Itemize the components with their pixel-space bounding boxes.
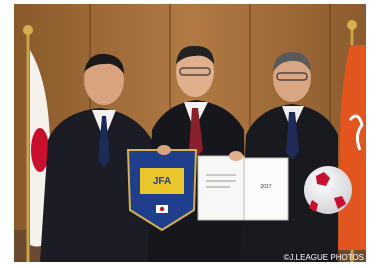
flagpole-finial — [23, 25, 33, 35]
certificate-year: 2017 — [260, 184, 271, 190]
flagpole-finial — [347, 20, 357, 30]
hand — [229, 151, 243, 161]
pennant-text: JFA — [153, 176, 171, 187]
flag-sun — [31, 128, 49, 172]
pennant-flag-sun — [160, 207, 164, 211]
hand — [157, 145, 171, 155]
certificate-left — [198, 156, 244, 220]
page: JFA 2017 ©J.LEAGUE PHOTOS (() => { const… — [0, 0, 378, 268]
photo-credit: ©J.LEAGUE PHOTOS — [284, 253, 364, 262]
photo: JFA 2017 ©J.LEAGUE PHOTOS — [0, 0, 378, 268]
